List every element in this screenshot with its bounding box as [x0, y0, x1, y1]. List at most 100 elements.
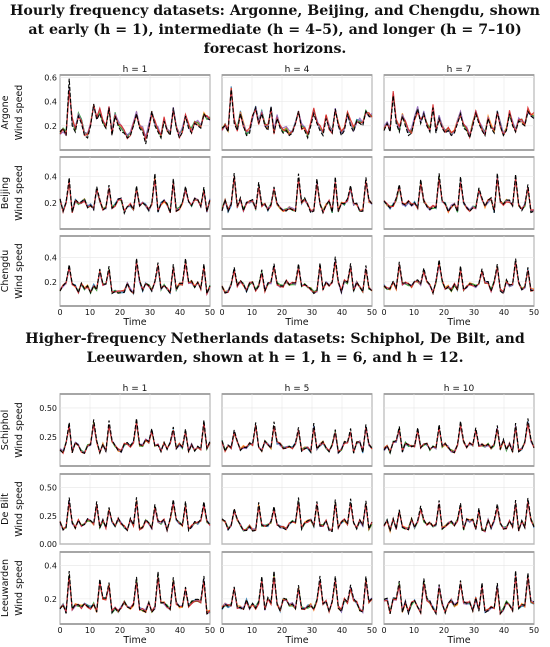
x-tick-label: 50	[205, 626, 215, 635]
panel-frame	[383, 235, 535, 307]
x-tick-label: 30	[307, 308, 317, 317]
panel-title: h = 5	[285, 384, 310, 394]
observed-series	[383, 258, 535, 295]
x-tick-label: 20	[277, 308, 287, 317]
model-series	[221, 576, 373, 614]
x-tick-label: 50	[529, 308, 539, 317]
model-series	[221, 425, 373, 454]
x-tick-label: 40	[337, 308, 347, 317]
row-label: Beijing	[0, 177, 11, 209]
row-label: Chengdu	[0, 250, 11, 293]
y-tick-label: 0.4	[44, 98, 57, 107]
model-series	[221, 502, 373, 532]
panel-frame	[383, 74, 535, 151]
panel	[221, 473, 373, 545]
observed-series	[221, 256, 373, 295]
x-tick-label: 10	[85, 626, 95, 635]
x-tick-label: 40	[337, 626, 347, 635]
x-tick-label: 30	[469, 308, 479, 317]
panel: 0.00 0.25 0.50	[39, 473, 211, 549]
panel: 0.2 0.4 0 10 20 30 40 50 Time	[44, 551, 215, 646]
panel	[383, 473, 535, 545]
row-label: Argone	[0, 95, 11, 129]
x-axis-label: Time	[122, 317, 146, 328]
observed-series	[59, 78, 211, 145]
row-label: De Bilt	[0, 493, 11, 525]
observed-series	[383, 173, 535, 214]
x-tick-label: 40	[175, 308, 185, 317]
panel: h = 5	[221, 384, 373, 467]
y-tick-label: 0.2	[44, 595, 57, 604]
x-tick-label: 50	[205, 308, 215, 317]
figure-b-caption: Higher-frequency Netherlands datasets: S…	[25, 331, 525, 366]
x-tick-label: 10	[247, 308, 257, 317]
observed-series	[383, 497, 535, 533]
y-tick-label: 0.2	[44, 278, 57, 287]
observed-series	[59, 258, 211, 296]
model-series	[221, 176, 373, 215]
x-axis-label: Time	[446, 317, 470, 328]
x-tick-label: 0	[57, 308, 62, 317]
x-axis-label: Time	[122, 635, 146, 646]
x-tick-label: 10	[409, 626, 419, 635]
panel-frame	[59, 235, 211, 307]
y-tick-label: 0.00	[39, 540, 57, 549]
x-tick-label: 10	[247, 626, 257, 635]
panel-title: h = 10	[444, 384, 475, 394]
x-tick-label: 20	[115, 626, 125, 635]
x-tick-label: 30	[145, 626, 155, 635]
x-axis-label: Time	[446, 635, 470, 646]
y-axis-label: Wind speed	[14, 165, 25, 221]
panel: h = 4	[221, 65, 373, 151]
panel: h = 1 0.2 0.4 0.6	[44, 65, 211, 151]
observed-series	[221, 89, 373, 140]
y-tick-label: 0.2	[44, 122, 57, 131]
x-tick-label: 10	[85, 308, 95, 317]
figure-a-caption: Hourly frequency datasets: Argonne, Beij…	[10, 3, 540, 57]
panel	[221, 156, 373, 230]
y-axis-label: Wind speed	[14, 243, 25, 299]
y-tick-label: 0.50	[39, 404, 57, 413]
x-tick-label: 50	[367, 308, 377, 317]
observed-series	[59, 497, 211, 533]
x-tick-label: 0	[219, 308, 224, 317]
y-axis-label: Wind speed	[14, 481, 25, 537]
x-tick-label: 30	[469, 626, 479, 635]
panel-frame	[383, 473, 535, 545]
x-tick-label: 10	[409, 308, 419, 317]
panel-title: h = 1	[123, 384, 148, 394]
y-tick-label: 0.4	[44, 561, 57, 570]
observed-series	[383, 95, 535, 140]
y-tick-label: 0.4	[44, 254, 57, 263]
panel-frame	[221, 551, 373, 625]
y-tick-label: 0.50	[39, 484, 57, 493]
x-tick-label: 40	[175, 626, 185, 635]
y-tick-label: 0.2	[44, 199, 57, 208]
observed-series	[221, 421, 373, 454]
x-tick-label: 50	[367, 626, 377, 635]
row-label: Leeuwarden	[0, 559, 11, 617]
observed-series	[221, 497, 373, 533]
y-tick-label: 0.4	[44, 173, 57, 182]
panel-frame	[59, 156, 211, 230]
observed-series	[59, 418, 211, 455]
x-axis-label: Time	[284, 317, 308, 328]
y-tick-label: 0.6	[44, 73, 57, 82]
panel: 0 10 20 30 40 50 Time	[219, 235, 377, 328]
x-tick-label: 40	[499, 308, 509, 317]
panel: h = 1 0.25 0.50	[39, 384, 211, 467]
x-tick-label: 40	[499, 626, 509, 635]
x-tick-label: 0	[57, 626, 62, 635]
observed-series	[59, 173, 211, 215]
x-tick-label: 0	[381, 308, 386, 317]
y-tick-label: 0.25	[39, 512, 57, 521]
x-tick-label: 30	[145, 308, 155, 317]
y-tick-label: 0.25	[39, 433, 57, 442]
panel-title: h = 4	[285, 65, 310, 75]
panel-title: h = 7	[447, 65, 472, 75]
y-axis-label: Wind speed	[14, 402, 25, 458]
y-axis-label: Wind speed	[14, 85, 25, 141]
panel-frame	[221, 74, 373, 151]
panel: 0 10 20 30 40 50 Time	[381, 551, 539, 646]
